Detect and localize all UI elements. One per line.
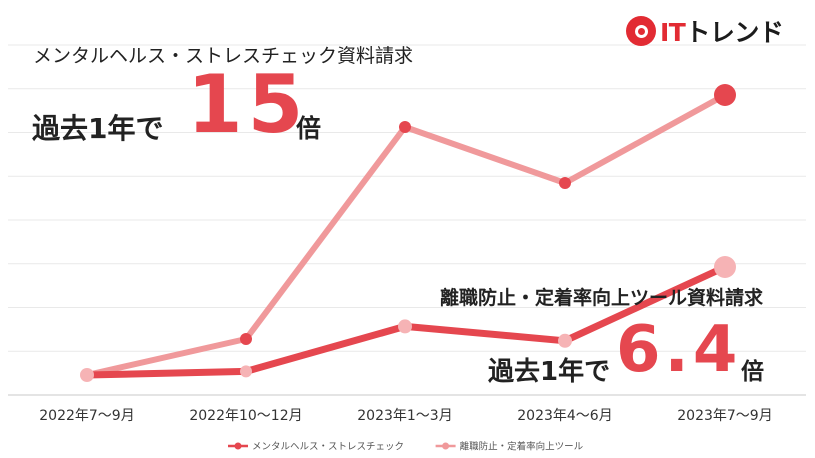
series-1-point-5: [714, 84, 736, 106]
x-tick-label: 2023年4～6月: [517, 408, 612, 424]
legend-label: 離職防止・定着率向上ツール: [460, 441, 584, 453]
series-2-point-4: [558, 333, 572, 348]
x-axis-ticks: 2022年7～9月 2022年10～12月 2023年1～3月 2023年4～6月 20…: [39, 408, 772, 424]
primary-callout-value: 15: [187, 58, 309, 151]
legend-swatch-marker: [234, 442, 242, 450]
ittrend-logo: ITトレンド: [626, 14, 784, 48]
secondary-callout-unit: 倍: [741, 359, 764, 385]
series-2-point-1: [80, 368, 94, 382]
series-lines: [80, 84, 736, 382]
x-tick-label: 2022年7～9月: [39, 408, 134, 424]
logo-mark-icon: [626, 16, 656, 46]
legend-label: メンタルヘルス・ストレスチェック: [252, 442, 404, 453]
secondary-callout-value: 6.4: [616, 313, 742, 387]
series-2-point-2: [240, 365, 252, 378]
x-tick-label: 2023年7～9月: [677, 408, 772, 424]
primary-callout-unit: 倍: [296, 114, 322, 143]
logo-text-trend: トレンド: [685, 18, 784, 47]
primary-callout-title: メンタルヘルス・ストレスチェック資料請求: [33, 45, 414, 67]
x-tick-label: 2023年1～3月: [357, 408, 452, 424]
legend-swatch-marker: [442, 442, 450, 450]
logo-text-it: IT: [660, 18, 686, 47]
series-1-point-4: [559, 177, 571, 189]
secondary-callout-prefix: 過去1年で: [488, 357, 611, 387]
series-2-point-5: [714, 256, 736, 278]
secondary-callout-title: 離職防止・定着率向上ツール資料請求: [440, 287, 764, 309]
series-1-point-2: [240, 333, 252, 345]
series-2-point-3: [398, 319, 412, 334]
x-tick-label: 2022年10～12月: [189, 408, 302, 424]
legend-item-1: メンタルヘルス・ストレスチェック: [228, 442, 404, 453]
series-1-point-3: [399, 121, 411, 133]
legend-item-2: 離職防止・定着率向上ツール: [435, 441, 584, 453]
legend: メンタルヘルス・ストレスチェック 離職防止・定着率向上ツール: [228, 441, 584, 453]
primary-callout-prefix: 過去1年で: [32, 112, 164, 145]
